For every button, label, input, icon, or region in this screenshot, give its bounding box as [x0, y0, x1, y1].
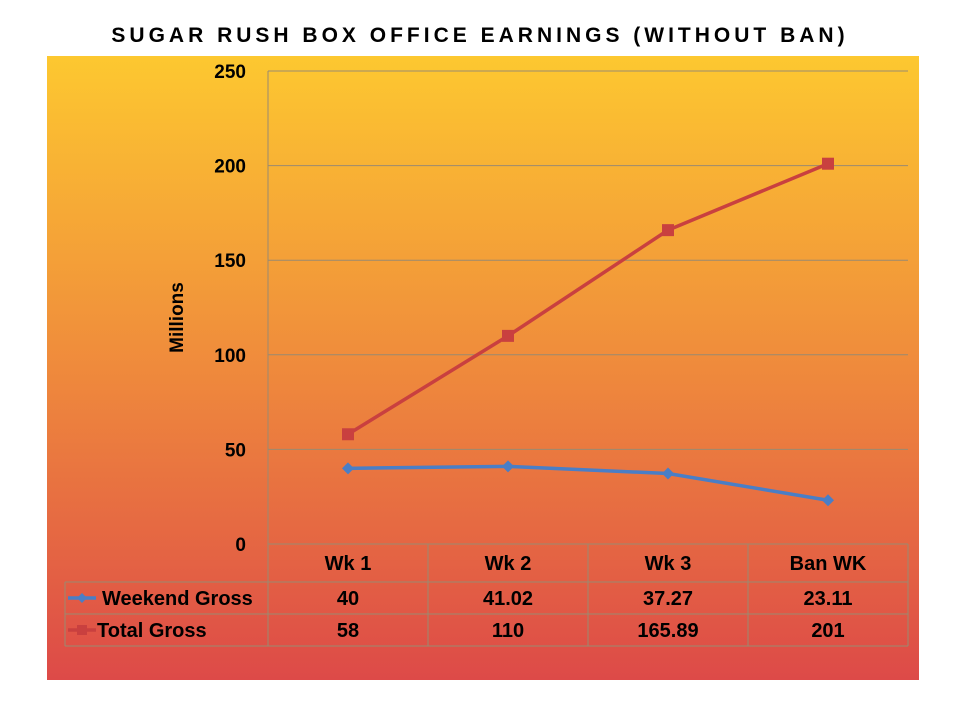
y-tick-label: 200 — [214, 157, 246, 178]
x-tick-label: Wk 2 — [485, 553, 532, 575]
y-tick-label: 250 — [214, 62, 246, 83]
data-point — [342, 428, 354, 441]
data-label: 165.89 — [637, 620, 698, 642]
data-point — [662, 224, 674, 237]
data-label: 41.02 — [483, 588, 533, 610]
legend-marker — [77, 625, 87, 635]
data-point — [502, 329, 514, 342]
chart-background — [47, 56, 919, 680]
data-point — [662, 467, 674, 480]
series-line — [346, 161, 830, 437]
data-point — [342, 462, 354, 475]
y-tick-label: 0 — [235, 535, 246, 556]
data-point — [822, 157, 834, 170]
legend-label: Weekend Gross — [102, 588, 253, 610]
x-tick-label: Ban WK — [790, 553, 867, 575]
data-label: 37.27 — [643, 588, 693, 610]
data-point — [822, 494, 834, 507]
data-label: 201 — [811, 620, 844, 642]
series-line — [346, 464, 830, 503]
y-axis-label: Millions — [167, 282, 188, 353]
y-tick-label: 100 — [214, 346, 246, 367]
data-label: 110 — [492, 620, 524, 642]
data-point — [502, 460, 514, 473]
legend-marker — [77, 593, 87, 603]
x-tick-label: Wk 3 — [645, 553, 692, 575]
y-tick-label: 50 — [225, 440, 246, 461]
x-tick-label: Wk 1 — [325, 553, 372, 575]
legend-label: Total Gross — [97, 620, 207, 642]
chart-title: SUGAR RUSH BOX OFFICE EARNINGS (WITHOUT … — [111, 24, 849, 47]
data-label: 58 — [337, 620, 359, 642]
y-tick-label: 150 — [214, 251, 246, 272]
data-label: 40 — [337, 588, 359, 610]
data-label: 23.11 — [804, 588, 853, 610]
